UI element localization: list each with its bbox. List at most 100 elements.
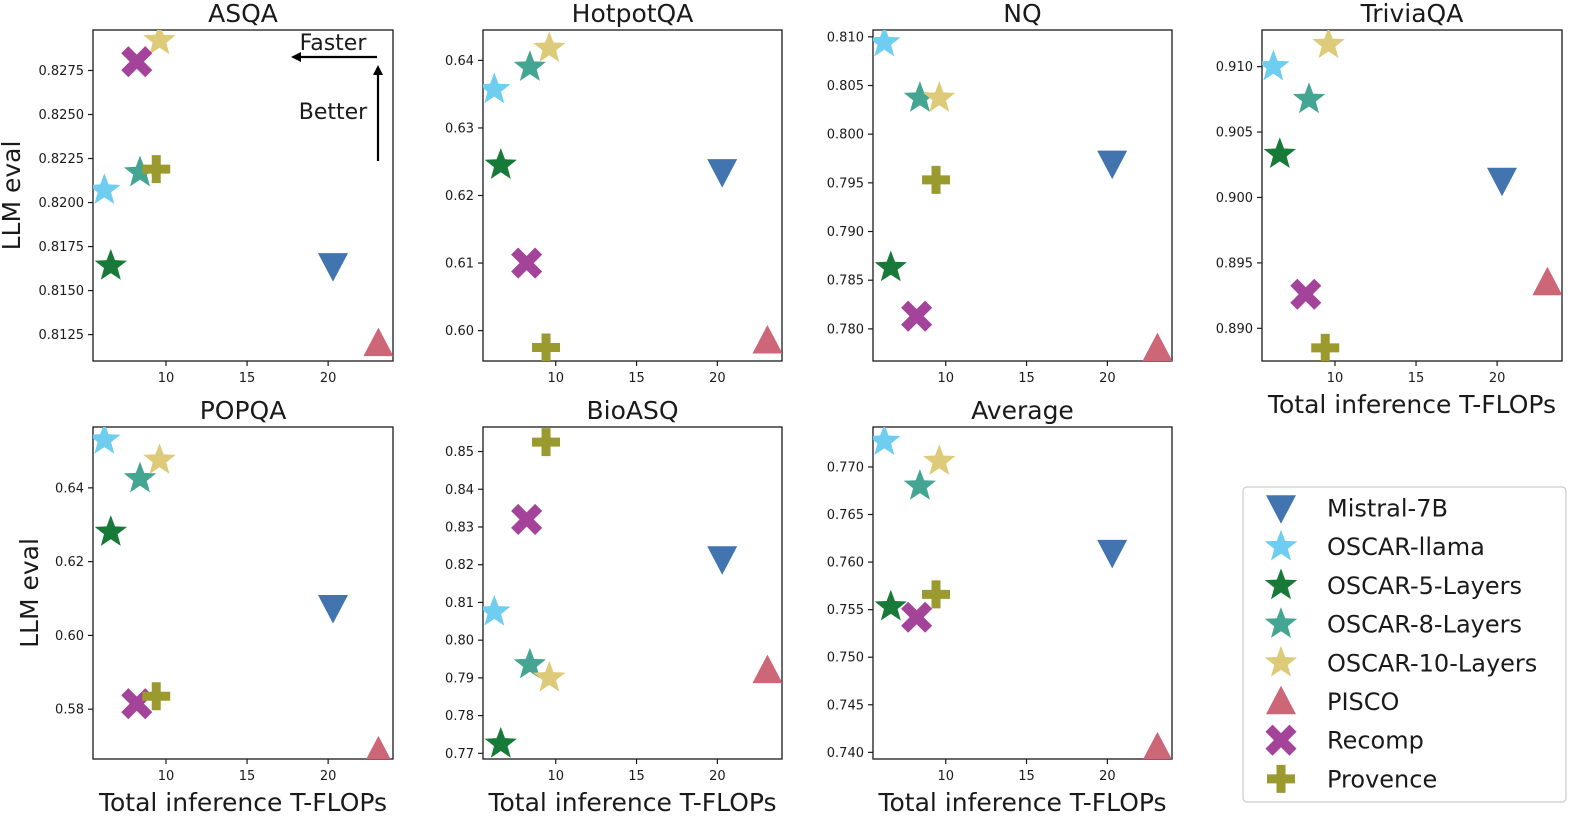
y-tick-label: 0.64 <box>55 481 84 496</box>
point-oscar-5-layers <box>1263 137 1296 168</box>
panel-asqa: 10 15 20 0.8125 0.8150 0.8175 0.8200 0.8225 0.82… <box>0 0 394 386</box>
y-tick-label: 0.8225 <box>39 152 85 167</box>
point-oscar-llama <box>93 173 121 204</box>
axes-frame-asqa <box>92 29 394 362</box>
axes-frame-hotpotqa <box>482 29 783 362</box>
panel-nq: 10 15 20 0.780 0.785 0.790 0.795 0.800 0.805 0.81… <box>827 0 1173 386</box>
point-recomp <box>901 601 933 633</box>
point-provence <box>1311 333 1340 361</box>
y-tick-label: 0.805 <box>827 79 864 94</box>
y-tick-label: 0.60 <box>55 629 84 644</box>
y-tick-label: 0.755 <box>827 603 864 618</box>
x-tick-label: 20 <box>1489 371 1506 386</box>
y-tick-label: 0.8150 <box>39 284 85 299</box>
point-oscar-10-layers <box>143 30 176 55</box>
y-axis-label: LLM eval <box>15 538 44 648</box>
points-nq <box>873 30 1172 361</box>
point-oscar-8-layers <box>123 461 157 493</box>
points-asqa <box>93 30 393 357</box>
point-oscar-llama <box>873 427 901 455</box>
y-tick-label: 0.8175 <box>39 240 85 255</box>
axes-frame-average <box>872 426 1173 760</box>
x-axis-label: Total inference T-FLOPs <box>98 788 387 817</box>
point-oscar-10-layers <box>143 443 176 474</box>
y-tick-label: 0.61 <box>445 257 474 272</box>
point-mistral-7b <box>707 546 738 575</box>
point-mistral-7b <box>318 253 348 282</box>
x-tick-label: 15 <box>1018 371 1035 386</box>
y-tick-label: 0.8275 <box>39 64 85 79</box>
point-oscar-10-layers <box>923 444 956 475</box>
point-pisco <box>366 735 391 759</box>
y-tick-label: 0.790 <box>827 225 864 240</box>
y-tick-label: 0.800 <box>827 128 864 143</box>
y-tick-label: 0.740 <box>827 746 864 761</box>
y-tick-label: 0.79 <box>445 671 474 686</box>
legend-entry-mistral-7b: Mistral-7B <box>1266 495 1448 524</box>
x-tick-label: 20 <box>320 371 337 386</box>
panel-title: POPQA <box>200 396 287 425</box>
point-provence <box>922 580 951 609</box>
legend-entry-pisco: PISCO <box>1266 685 1399 716</box>
x-tick-label: 10 <box>547 769 564 784</box>
legend-entry-recomp: Recomp <box>1265 724 1424 756</box>
faster-label: Faster <box>300 31 368 56</box>
legend-label-oscar-llama: OSCAR-llama <box>1327 533 1485 561</box>
y-tick-label: 0.63 <box>445 121 474 136</box>
panel-title: BioASQ <box>586 396 678 425</box>
y-tick-label: 0.84 <box>445 483 474 498</box>
points-popqa <box>93 427 391 759</box>
point-recomp <box>511 503 543 535</box>
better-arrowhead <box>373 65 383 75</box>
panel-triviaqa: 10 15 20 0.890 0.895 0.900 0.905 0.910 TriviaQA T… <box>1216 0 1563 419</box>
point-pisco <box>1143 731 1172 759</box>
legend: Mistral-7B OSCAR-llama OSCAR-5-Layers OSCAR… <box>1242 486 1567 803</box>
y-tick-label: 0.770 <box>827 460 864 475</box>
point-oscar-llama <box>1262 49 1290 81</box>
point-oscar-5-layers <box>484 148 517 179</box>
legend-entry-oscar-10-layers: OSCAR-10-Layers <box>1264 645 1537 677</box>
panel-popqa: 10 15 20 0.58 0.60 0.62 0.64 POPQA Total inferen… <box>15 396 394 817</box>
point-provence <box>142 682 171 711</box>
panel-title: ASQA <box>208 0 278 28</box>
point-provence <box>142 155 171 184</box>
point-oscar-10-layers <box>533 31 566 62</box>
point-oscar-10-layers <box>1312 30 1345 59</box>
x-tick-label: 20 <box>1099 769 1116 784</box>
y-tick-label: 0.62 <box>445 189 474 204</box>
point-recomp <box>901 300 933 332</box>
x-tick-label: 10 <box>158 371 175 386</box>
point-oscar-5-layers <box>94 515 127 546</box>
point-pisco <box>1142 332 1172 361</box>
point-oscar-8-layers <box>903 469 936 500</box>
legend-marker-provence <box>1267 764 1295 793</box>
y-tick-label: 0.780 <box>827 322 864 337</box>
y-tick-label: 0.810 <box>827 30 864 45</box>
legend-entry-provence: Provence <box>1267 764 1437 793</box>
point-recomp <box>121 46 153 78</box>
x-tick-label: 15 <box>1018 769 1035 784</box>
y-tick-label: 0.895 <box>1216 256 1253 271</box>
better-label: Better <box>299 100 368 125</box>
point-mistral-7b <box>707 159 738 188</box>
point-pisco <box>752 324 782 354</box>
point-oscar-8-layers <box>903 81 936 112</box>
point-recomp <box>511 247 543 279</box>
x-tick-label: 20 <box>1099 371 1116 386</box>
x-tick-label: 20 <box>709 769 726 784</box>
panel-hotpotqa: 10 15 20 0.60 0.61 0.62 0.63 0.64 HotpotQA <box>445 0 783 386</box>
x-tick-label: 15 <box>628 769 645 784</box>
point-oscar-5-layers <box>874 589 907 621</box>
y-tick-label: 0.795 <box>827 176 864 191</box>
y-tick-label: 0.8125 <box>39 328 85 343</box>
legend-label-mistral-7b: Mistral-7B <box>1327 495 1448 523</box>
point-oscar-5-layers <box>94 248 127 280</box>
annotation-group: Faster Better <box>291 31 383 161</box>
y-tick-label: 0.8200 <box>39 196 85 211</box>
y-tick-label: 0.8250 <box>39 108 85 123</box>
y-tick-label: 0.910 <box>1216 60 1253 75</box>
point-oscar-llama <box>873 30 901 57</box>
legend-frame <box>1242 486 1567 803</box>
point-oscar-llama <box>93 427 121 454</box>
